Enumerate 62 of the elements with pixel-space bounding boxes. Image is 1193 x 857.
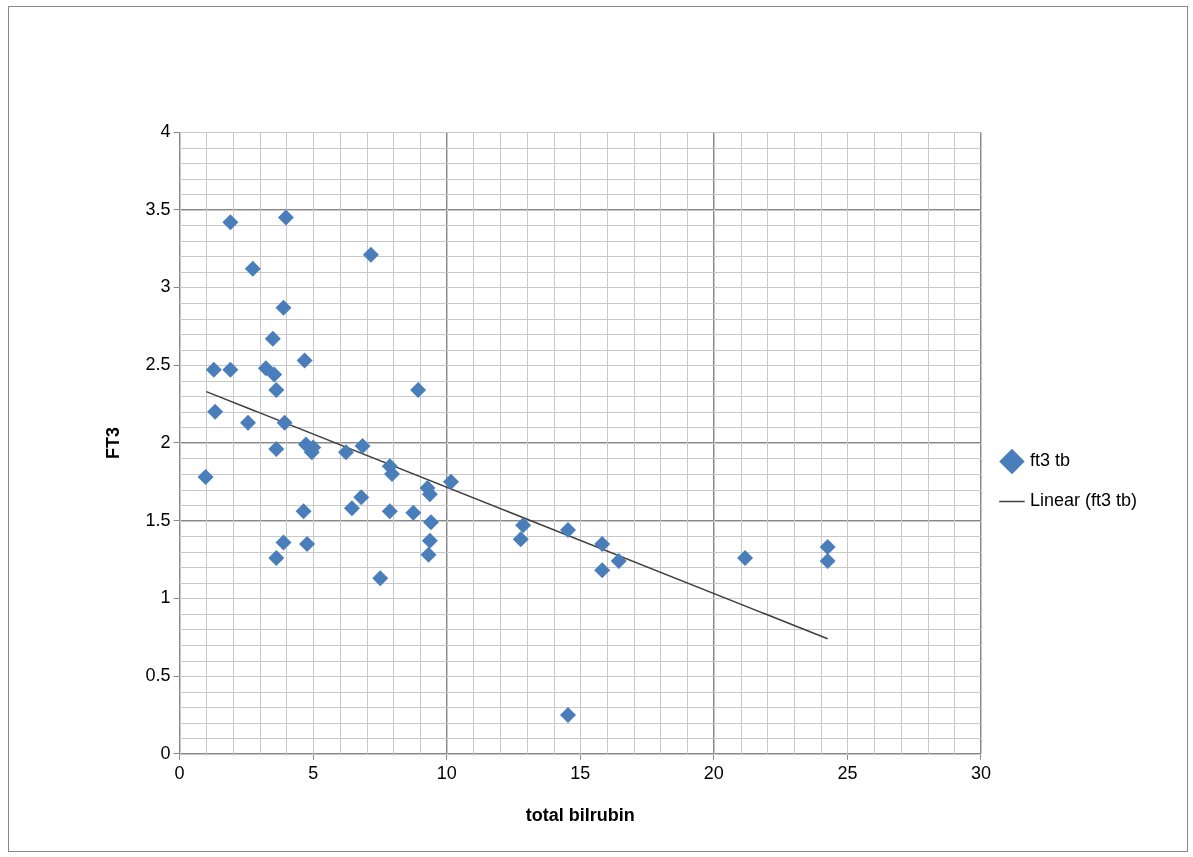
point xyxy=(560,521,576,538)
y-tick-label: 3.5 xyxy=(145,198,171,219)
point xyxy=(240,414,256,431)
y-tick-label: 4 xyxy=(160,120,171,141)
point xyxy=(443,473,460,490)
point xyxy=(266,366,283,383)
point xyxy=(819,539,836,556)
point xyxy=(405,504,422,521)
point xyxy=(410,382,427,399)
x-tick-label: 0 xyxy=(174,762,185,783)
x-tick-label: 20 xyxy=(703,762,724,783)
point xyxy=(737,549,754,566)
y-tick-label: 0 xyxy=(160,742,171,763)
point xyxy=(421,532,438,549)
point xyxy=(268,441,285,458)
point xyxy=(381,503,398,520)
x-tick-label: 5 xyxy=(308,762,319,783)
point xyxy=(295,503,312,520)
y-tick-label: 1 xyxy=(160,587,171,608)
y-tick-label: 2 xyxy=(160,431,171,452)
point xyxy=(338,444,355,461)
y-tick-label: 3 xyxy=(160,276,171,297)
point xyxy=(422,514,439,531)
x-tick-label: 30 xyxy=(970,762,991,783)
point xyxy=(222,214,239,231)
point xyxy=(819,553,836,570)
point xyxy=(296,352,313,369)
point xyxy=(197,469,214,486)
point xyxy=(264,330,281,347)
point xyxy=(512,531,529,548)
x-tick-label: 10 xyxy=(436,762,457,783)
point xyxy=(299,535,316,552)
point xyxy=(610,553,627,570)
point xyxy=(205,361,222,378)
point xyxy=(420,546,437,563)
legend-label: Linear (ft3 tb) xyxy=(1029,490,1138,511)
point xyxy=(275,534,292,551)
x-axis-title: total bilrubin xyxy=(525,805,635,826)
point xyxy=(222,361,239,378)
y-tick-label: 1.5 xyxy=(145,509,171,530)
point xyxy=(362,246,379,263)
point xyxy=(268,382,285,399)
point xyxy=(276,414,293,431)
point xyxy=(594,562,611,579)
x-tick-label: 25 xyxy=(837,762,858,783)
point xyxy=(560,706,576,723)
y-tick-label: 2.5 xyxy=(145,354,171,375)
point xyxy=(244,260,261,277)
point xyxy=(515,517,532,534)
point xyxy=(594,535,611,552)
point xyxy=(275,299,292,316)
point xyxy=(354,438,371,455)
point xyxy=(268,549,285,566)
point xyxy=(372,570,389,587)
point xyxy=(353,489,370,506)
y-tick-label: 0.5 xyxy=(145,665,171,686)
point xyxy=(207,403,224,420)
legend-label: ft3 tb xyxy=(1029,450,1070,471)
point xyxy=(277,209,294,226)
x-tick-label: 15 xyxy=(570,762,591,783)
y-axis-title: FT3 xyxy=(102,426,123,459)
point xyxy=(343,500,360,517)
